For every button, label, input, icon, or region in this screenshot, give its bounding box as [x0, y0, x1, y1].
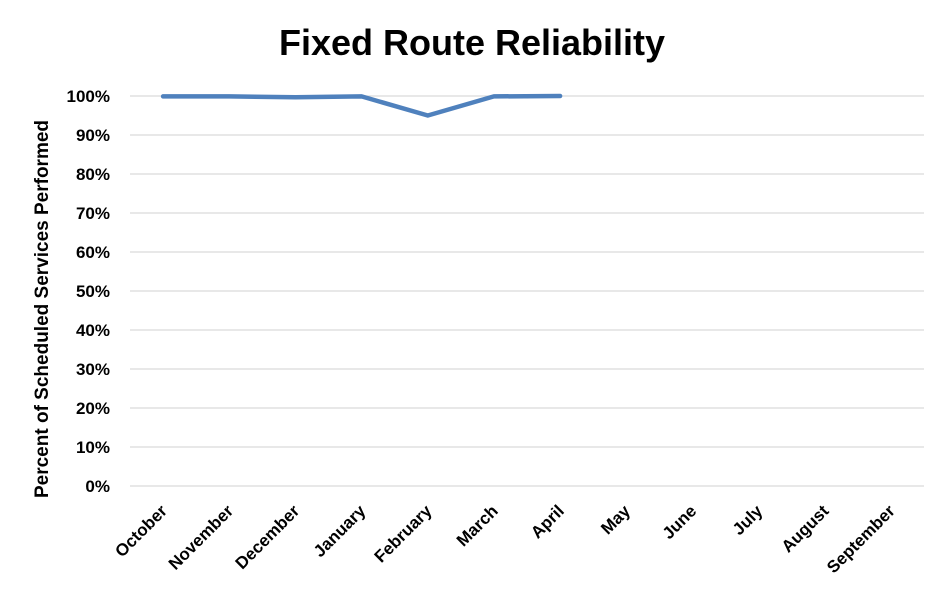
x-tick-label: August	[778, 501, 833, 556]
x-tick-label: April	[527, 501, 568, 542]
y-tick-label: 80%	[76, 165, 110, 184]
y-tick-labels: 0% 10% 20% 30% 40% 50% 60% 70% 80% 90% 100%	[67, 87, 110, 496]
x-tick-label: March	[453, 501, 502, 550]
series-layer	[160, 93, 563, 118]
y-tick-label: 100%	[67, 87, 110, 106]
data-point-january	[360, 94, 364, 98]
x-tick-label: February	[371, 501, 436, 566]
x-tick-label: October	[111, 501, 171, 561]
y-tick-label: 90%	[76, 126, 110, 145]
y-tick-label: 50%	[76, 282, 110, 301]
x-tick-label: September	[823, 501, 899, 577]
y-axis-label: Percent of Scheduled Services Performed	[32, 120, 53, 498]
y-tick-label: 70%	[76, 204, 110, 223]
data-point-march	[492, 94, 496, 98]
x-tick-label: November	[165, 501, 237, 573]
y-tick-label: 0%	[85, 477, 110, 496]
x-tick-label: December	[232, 501, 304, 573]
chart-title: Fixed Route Reliability	[279, 22, 665, 63]
y-tick-label: 20%	[76, 399, 110, 418]
y-tick-label: 40%	[76, 321, 110, 340]
y-tick-label: 10%	[76, 438, 110, 457]
y-tick-label: 30%	[76, 360, 110, 379]
data-point-october	[161, 94, 165, 98]
data-point-april	[558, 94, 562, 98]
data-point-november	[227, 94, 231, 98]
data-point-february	[426, 114, 430, 118]
gridlines	[130, 95, 924, 487]
y-tick-label: 60%	[76, 243, 110, 262]
x-tick-label: June	[659, 501, 700, 542]
x-tick-label: January	[310, 501, 370, 561]
series-line	[160, 93, 563, 118]
data-point-december	[293, 95, 297, 99]
x-tick-label: July	[729, 501, 767, 539]
x-tick-label: May	[597, 501, 634, 538]
